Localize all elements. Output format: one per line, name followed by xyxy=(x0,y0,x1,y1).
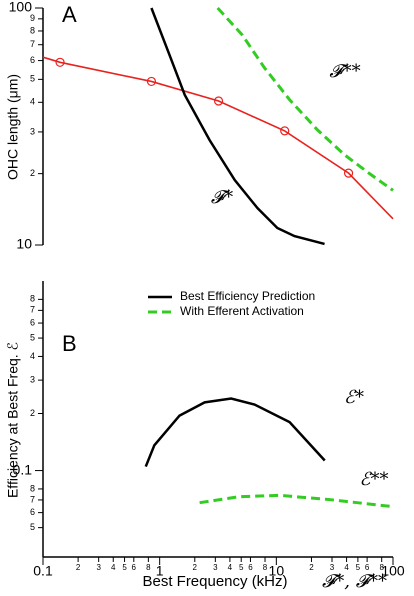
y-tick-label: 100 xyxy=(9,0,33,15)
x-axis-title: Best Frequency (kHz) xyxy=(142,573,287,590)
x-tick-label: 6 xyxy=(132,563,137,572)
x-tick-label: 4 xyxy=(111,563,116,572)
y-tick-label: 7 xyxy=(30,305,35,315)
x-tick-label: 5 xyxy=(356,563,361,572)
x-tick-label: 1 xyxy=(156,563,164,579)
x-axis-symbols: 𝓕*, 𝓕** xyxy=(322,571,387,592)
marker xyxy=(343,168,354,178)
annotation: ℰ** xyxy=(360,469,389,490)
x-tick-label: 2 xyxy=(76,563,81,572)
y-tick-label: 7 xyxy=(30,39,35,49)
x-tick-label: 8 xyxy=(263,563,268,572)
y-tick-label: 4 xyxy=(30,97,35,107)
x-tick-label: 3 xyxy=(96,563,101,572)
y-axis-title: OHC length (μm) xyxy=(5,74,21,180)
y-tick-label: 3 xyxy=(30,126,35,136)
panel-label: B xyxy=(62,331,77,356)
y-tick-label: 9 xyxy=(30,13,35,23)
legend-label: Best Efficiency Prediction xyxy=(180,289,315,303)
x-tick-label: 4 xyxy=(228,563,233,572)
x-tick-label: 5 xyxy=(122,563,127,572)
annotation: ℰ* xyxy=(344,387,364,408)
marker xyxy=(280,126,290,136)
series-line xyxy=(199,493,394,509)
panel-label: A xyxy=(62,2,77,27)
y-tick-label: 5 xyxy=(30,74,35,84)
marker xyxy=(146,76,157,87)
y-tick-label: 3 xyxy=(30,374,35,384)
y-tick-label: 7 xyxy=(30,494,35,504)
annotation: 𝓕** xyxy=(329,61,360,82)
y-tick-label: 5 xyxy=(30,332,35,342)
y-tick-label: 2 xyxy=(30,168,35,178)
y-tick-label: 6 xyxy=(30,55,35,65)
annotation: 𝓕* xyxy=(211,187,233,208)
y-axis-title: Efficiency at Best Freq. ℰ xyxy=(5,342,21,498)
x-tick-label: 3 xyxy=(330,563,335,572)
x-tick-label: 5 xyxy=(239,563,244,572)
y-tick-label: 6 xyxy=(30,317,35,327)
series-line xyxy=(144,397,326,468)
x-tick-label: 4 xyxy=(344,563,349,572)
y-tick-label: 8 xyxy=(30,483,35,493)
y-tick-label: 6 xyxy=(30,507,35,517)
x-tick-label: 3 xyxy=(213,563,218,572)
x-tick-label: 2 xyxy=(309,563,314,572)
y-tick-label: 10 xyxy=(16,236,32,252)
y-tick-label: 5 xyxy=(30,522,35,532)
x-tick-label: 10 xyxy=(269,563,285,579)
series-line xyxy=(42,56,394,220)
marker xyxy=(214,96,224,106)
series-line xyxy=(150,7,325,246)
marker xyxy=(55,57,65,67)
x-tick-label: 8 xyxy=(146,563,151,572)
y-tick-label: 2 xyxy=(30,408,35,418)
x-tick-label: 6 xyxy=(365,563,370,572)
series-line xyxy=(216,6,394,192)
x-tick-label: 6 xyxy=(248,563,253,572)
y-tick-label: 4 xyxy=(30,351,35,361)
y-tick-label: 8 xyxy=(30,294,35,304)
x-tick-label: 0.1 xyxy=(33,563,53,579)
x-tick-label: 8 xyxy=(379,563,384,572)
x-tick-label: 2 xyxy=(193,563,198,572)
legend-label: With Efferent Activation xyxy=(180,304,304,318)
y-tick-label: 0.1 xyxy=(13,461,33,477)
y-tick-label: 8 xyxy=(30,25,35,35)
x-tick-label: 100 xyxy=(381,563,405,579)
